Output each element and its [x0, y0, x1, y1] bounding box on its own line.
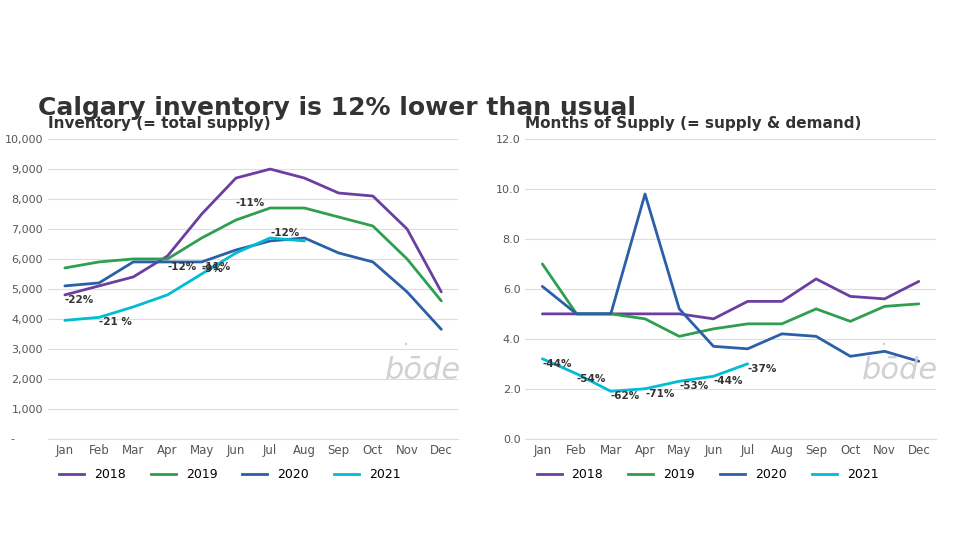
- Text: -37%: -37%: [748, 364, 777, 374]
- Text: bōde: bōde: [862, 356, 938, 385]
- Text: -53%: -53%: [679, 381, 709, 391]
- Text: bōde: bōde: [385, 356, 460, 385]
- Text: -62%: -62%: [611, 391, 640, 401]
- Text: Months of Supply (= supply & demand): Months of Supply (= supply & demand): [525, 116, 861, 131]
- Text: ·: ·: [881, 336, 886, 355]
- Text: -54%: -54%: [577, 374, 606, 384]
- Text: -71%: -71%: [645, 389, 674, 399]
- Text: ·: ·: [403, 336, 409, 355]
- Text: Calgary inventory is 12% lower than usual: Calgary inventory is 12% lower than usua…: [38, 96, 636, 120]
- Text: -12%: -12%: [167, 262, 197, 272]
- Text: -22%: -22%: [65, 295, 95, 305]
- Legend: 2018, 2019, 2020, 2021: 2018, 2019, 2020, 2021: [532, 463, 883, 486]
- Text: -44%: -44%: [713, 376, 743, 386]
- Legend: 2018, 2019, 2020, 2021: 2018, 2019, 2020, 2021: [54, 463, 406, 486]
- Text: City of Calgary
All residential: City of Calgary All residential: [794, 22, 887, 53]
- Text: -9%: -9%: [202, 264, 223, 274]
- Text: -12%: -12%: [270, 228, 300, 238]
- Text: -11%: -11%: [236, 198, 265, 208]
- Text: Inventory (= total supply): Inventory (= total supply): [48, 116, 270, 131]
- Text: -21 %: -21 %: [99, 317, 132, 327]
- Text: -11%: -11%: [202, 262, 231, 272]
- Text: -44%: -44%: [542, 359, 572, 369]
- Text: -: -: [11, 434, 15, 444]
